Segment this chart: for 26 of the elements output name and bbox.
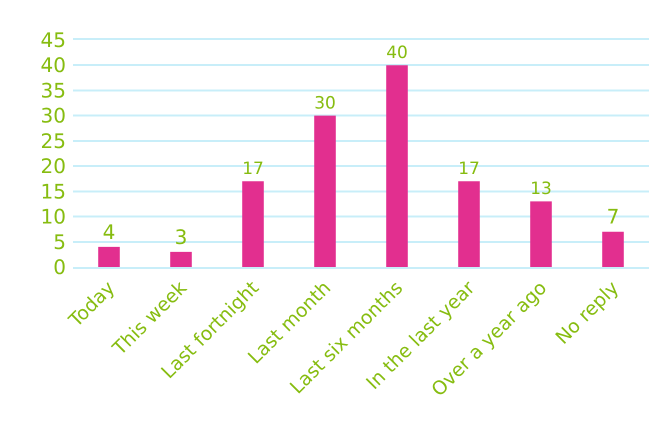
- bar: [170, 252, 192, 267]
- data-label: 13: [530, 179, 552, 200]
- bar: [386, 65, 408, 267]
- bar: [242, 181, 264, 267]
- data-label: 17: [242, 158, 264, 179]
- y-tick-label: 25: [40, 128, 66, 153]
- data-label: 3: [174, 224, 188, 249]
- data-label: 17: [458, 158, 480, 179]
- data-label: 30: [314, 93, 336, 114]
- y-tick-label: 10: [40, 204, 66, 229]
- y-tick-label: 35: [40, 78, 66, 102]
- bar: [458, 181, 480, 267]
- bar: [98, 246, 120, 267]
- y-tick-label: 5: [53, 230, 66, 254]
- y-tick-label: 30: [40, 104, 66, 128]
- bar: [314, 116, 336, 267]
- bar: [602, 232, 624, 267]
- data-label: 40: [386, 42, 408, 63]
- y-tick-label: 45: [40, 28, 66, 52]
- y-tick-label: 20: [40, 154, 66, 178]
- y-tick-label: 0: [53, 255, 66, 279]
- data-label: 7: [606, 204, 620, 229]
- y-tick-label: 15: [40, 179, 66, 204]
- data-label: 4: [102, 220, 116, 244]
- y-tick-label: 40: [40, 53, 66, 78]
- bar: [530, 201, 552, 267]
